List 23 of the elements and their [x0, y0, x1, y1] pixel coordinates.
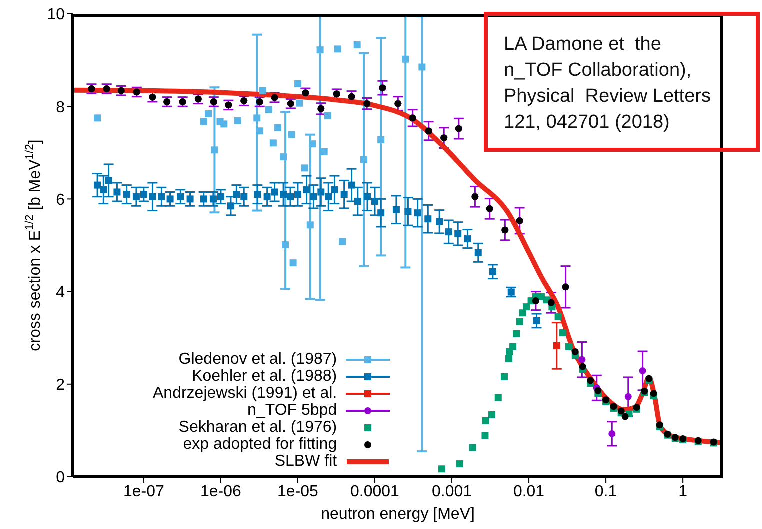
x-tick-label: 1e-07: [123, 483, 164, 500]
note-box: LA Damone et the n_TOF Collaboration), Physical Review Letters 121, 042701 (2018): [484, 12, 760, 152]
x-axis-title: neutron energy [MeV]: [321, 506, 475, 523]
legend-label: exp adopted for fitting: [183, 436, 338, 454]
legend-label: n_TOF 5bpd: [248, 402, 338, 420]
y-tick-label: 10: [47, 6, 66, 24]
x-tick-label: 1e-06: [200, 483, 242, 500]
y-tick-label: 8: [56, 99, 66, 116]
legend-label: Andrzejewski (1991) et al.: [153, 384, 338, 402]
y-tick-label: 6: [56, 192, 66, 209]
x-tick-label: 0.1: [594, 483, 618, 500]
y-tick-label: 4: [56, 284, 66, 302]
x-tick-label: 1: [678, 483, 688, 500]
x-tick-label: 0.01: [513, 483, 545, 500]
legend-label: Gledenov et al. (1987): [178, 350, 338, 368]
x-tick-label: 1e-05: [278, 483, 319, 500]
y-tick-label: 0: [56, 470, 66, 487]
x-tick-label: 0.001: [432, 483, 472, 500]
legend-label: Sekharan et al. (1976): [178, 418, 338, 436]
y-tick-label: 2: [56, 377, 66, 394]
legend-label: Koehler et al. (1988): [192, 368, 338, 386]
legend-label: SLBW fit: [274, 452, 338, 470]
x-tick-label: 0.0001: [350, 483, 400, 500]
